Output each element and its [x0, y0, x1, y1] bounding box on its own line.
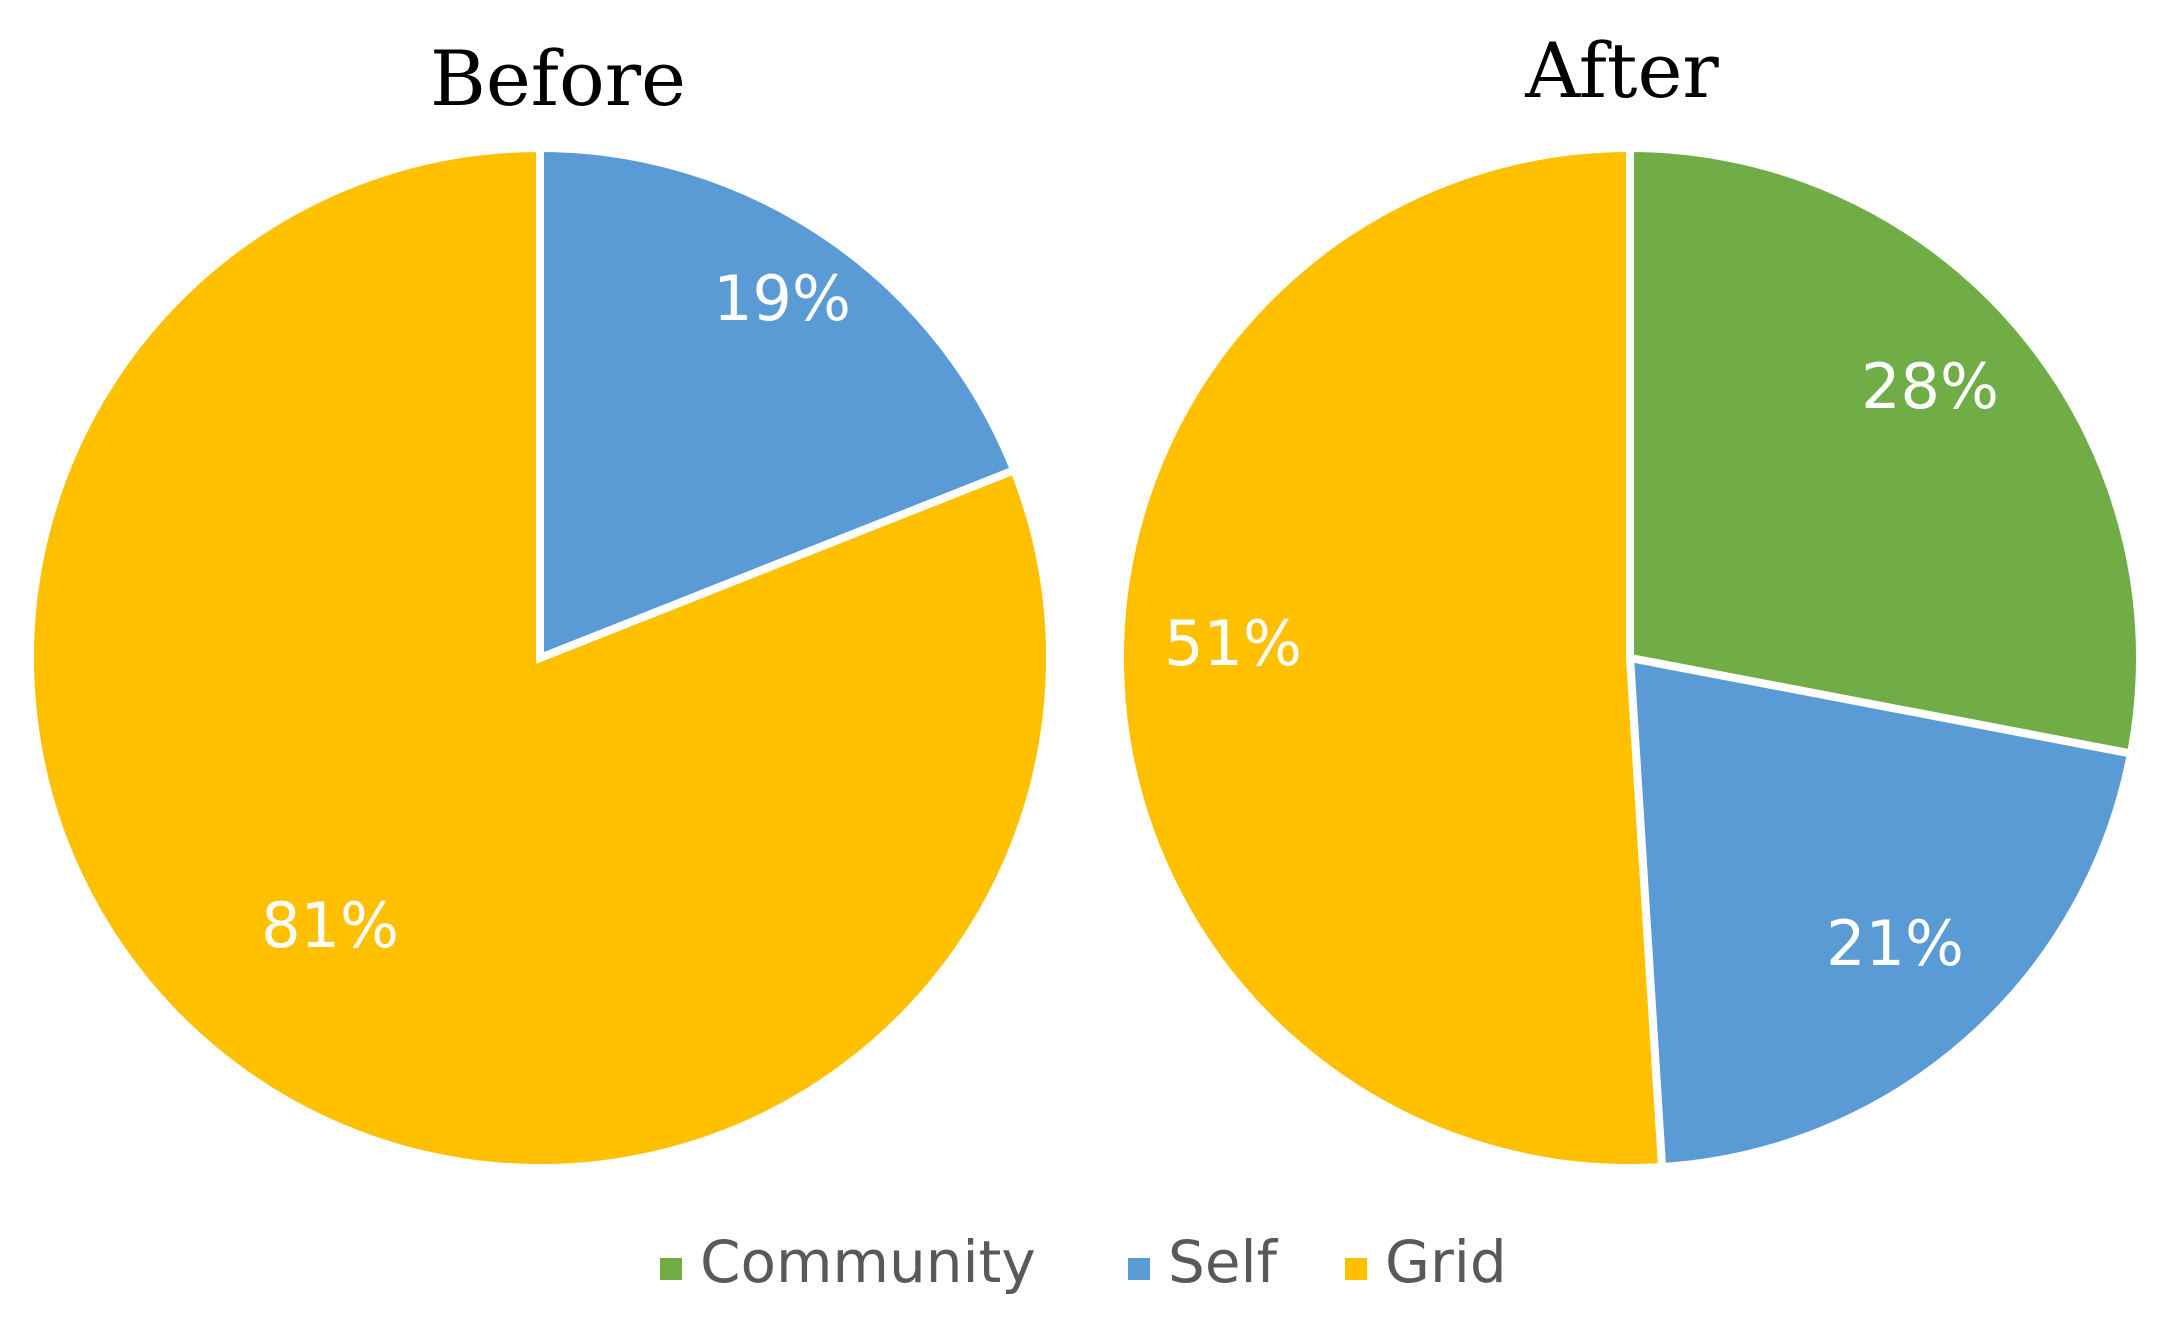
pie-slice-before-grid: [26, 143, 1054, 1172]
pie-slice-before-self: [536, 143, 1020, 664]
data-label-before-grid: 81%: [261, 889, 399, 962]
legend-swatch-grid: [1345, 1258, 1367, 1280]
pie-slice-after-community: [1626, 143, 2144, 759]
legend-swatch-community: [660, 1258, 682, 1280]
pie-after: After 28% 21% 51%: [1115, 26, 2144, 1172]
chart-title-after: After: [1524, 26, 1719, 115]
data-label-after-grid: 51%: [1164, 607, 1302, 680]
pie-before: Before 19% 81%: [26, 34, 1054, 1172]
legend-label-grid: Grid: [1385, 1228, 1507, 1296]
legend: Community Self Grid: [660, 1228, 1507, 1296]
pie-slice-after-grid: [1115, 143, 1667, 1172]
data-label-after-community: 28%: [1861, 350, 1999, 423]
data-label-after-self: 21%: [1826, 907, 1964, 980]
data-label-before-self: 19%: [713, 262, 851, 335]
legend-label-community: Community: [700, 1228, 1036, 1296]
chart-title-before: Before: [430, 34, 686, 123]
legend-label-self: Self: [1168, 1228, 1279, 1296]
pie-slice-after-self: [1625, 653, 2136, 1172]
legend-swatch-self: [1128, 1258, 1150, 1280]
